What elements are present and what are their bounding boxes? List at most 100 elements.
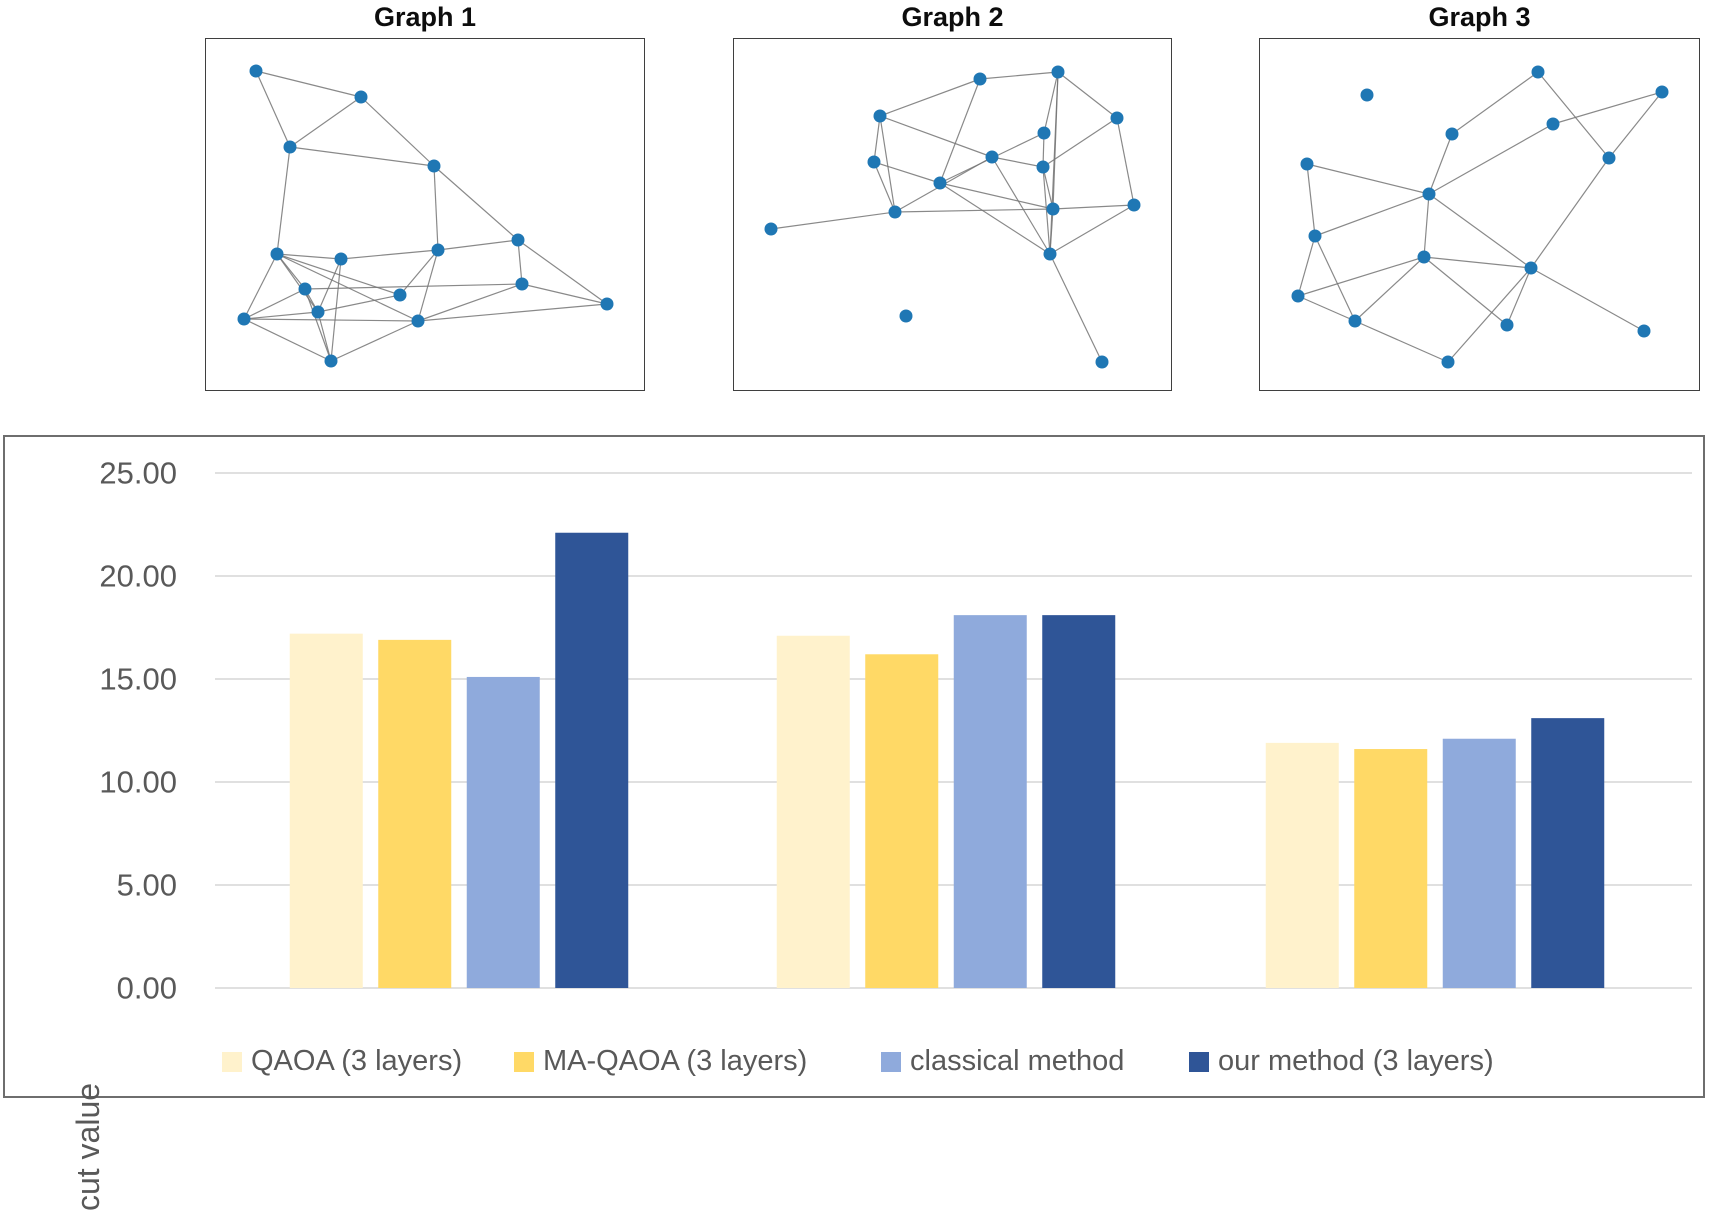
graph-edge <box>340 249 439 260</box>
graph-node <box>270 247 284 261</box>
graph-node <box>1445 127 1459 141</box>
graph-edge <box>243 253 278 320</box>
graph-node <box>311 305 325 319</box>
graph-edge <box>1552 91 1663 125</box>
graph-node <box>1110 111 1124 125</box>
graph-edge <box>276 253 342 260</box>
legend-swatch <box>222 1051 242 1072</box>
network-graph-svg <box>764 65 1141 369</box>
graph-edge <box>517 239 523 285</box>
graph-edge <box>255 70 362 98</box>
y-axis-label: cut value <box>69 1082 106 1211</box>
graph-edge <box>1537 71 1610 159</box>
graph-edge <box>417 303 608 322</box>
graph-edge <box>1447 267 1532 363</box>
legend-swatch <box>881 1051 901 1072</box>
legend-label: MA-QAOA (3 layers) <box>543 1045 808 1077</box>
graph-node <box>324 354 338 368</box>
graph-edge <box>879 78 981 117</box>
bar <box>289 633 363 988</box>
graph-edge <box>433 165 439 251</box>
graph-node <box>1546 117 1560 131</box>
bar <box>555 532 629 988</box>
graph-edge <box>1428 123 1554 195</box>
graph-edge <box>1428 133 1453 195</box>
graph-edge <box>1423 193 1430 258</box>
graph-edge <box>770 211 896 230</box>
figure-page: { "figure": { "node_color": "#1f77b4", "… <box>3 2 1705 1211</box>
graph-node <box>600 297 614 311</box>
bar <box>1042 615 1116 988</box>
legend-swatch <box>1189 1051 1209 1072</box>
network-graph-svg <box>237 64 614 368</box>
graph-edge <box>276 253 319 313</box>
graph-edge <box>939 78 981 184</box>
graph-edge <box>417 249 439 322</box>
graph-edge <box>243 288 306 320</box>
graph-edge <box>873 161 941 184</box>
bar <box>865 654 939 988</box>
graph-edge <box>1314 235 1356 322</box>
graph-edge <box>1042 166 1051 255</box>
graph-node <box>873 109 887 123</box>
graph-node <box>933 176 947 190</box>
graph-node <box>1602 151 1616 165</box>
graph-node <box>1051 65 1065 79</box>
graph-node <box>1655 85 1669 99</box>
graph-node <box>411 314 425 328</box>
graph2-title: Graph 2 <box>901 2 1004 32</box>
graph-edge <box>1042 117 1118 168</box>
graph-node <box>511 233 525 247</box>
y-tick-label: 0.00 <box>117 971 177 1006</box>
graph-node <box>1531 65 1545 79</box>
graph-edge <box>330 320 419 362</box>
graph-edge <box>1297 256 1425 297</box>
graph-edge <box>243 318 332 362</box>
graph-edge <box>1116 117 1135 206</box>
graph-node <box>899 309 913 323</box>
bar-chart-frame: 0.00 5.00 10.00 15.00 20.00 25.00 cut value Q… <box>3 435 1705 1211</box>
bar <box>953 615 1027 988</box>
graph-edge <box>289 146 435 167</box>
graph-node <box>764 222 778 236</box>
graph-edge <box>317 258 342 313</box>
graph-node <box>354 90 368 104</box>
graph3-network-plot <box>1259 38 1700 391</box>
graph-edge <box>317 294 401 313</box>
graph-node <box>867 155 881 169</box>
legend-label: our method (3 layers) <box>1218 1045 1494 1077</box>
graph-edge <box>1608 91 1663 159</box>
graph-edge <box>1049 204 1135 255</box>
graph-node <box>283 140 297 154</box>
graph-edge <box>1423 256 1532 269</box>
graph-node <box>1127 198 1141 212</box>
graph-node <box>1348 314 1362 328</box>
graph-node <box>1036 160 1050 174</box>
graph1-network-plot <box>205 38 645 391</box>
graph-node <box>1037 126 1051 140</box>
bar <box>776 635 850 988</box>
graph-edge <box>991 156 1051 255</box>
bar <box>1531 718 1605 988</box>
graph-node <box>431 243 445 257</box>
graph-edge <box>289 96 362 148</box>
graph-node <box>393 288 407 302</box>
graph-node <box>1524 261 1538 275</box>
graph1-title: Graph 1 <box>373 2 477 32</box>
graph-edge <box>330 258 342 362</box>
graph-edge <box>1049 253 1103 363</box>
graph-edge <box>939 182 1054 210</box>
graph-edge <box>1049 71 1059 255</box>
graph-edge <box>243 311 319 320</box>
y-tick-label: 10.00 <box>99 765 177 800</box>
graph-node <box>1441 355 1455 369</box>
graph-node <box>298 282 312 296</box>
graph-node <box>1300 157 1314 171</box>
graph-edge <box>243 318 419 322</box>
graph-edge <box>979 71 1059 80</box>
graph-edge <box>1042 166 1054 210</box>
graph-node <box>249 64 263 78</box>
graph-edge <box>991 156 1044 168</box>
graph-edge <box>304 288 332 362</box>
network-graph-svg <box>1291 65 1669 369</box>
